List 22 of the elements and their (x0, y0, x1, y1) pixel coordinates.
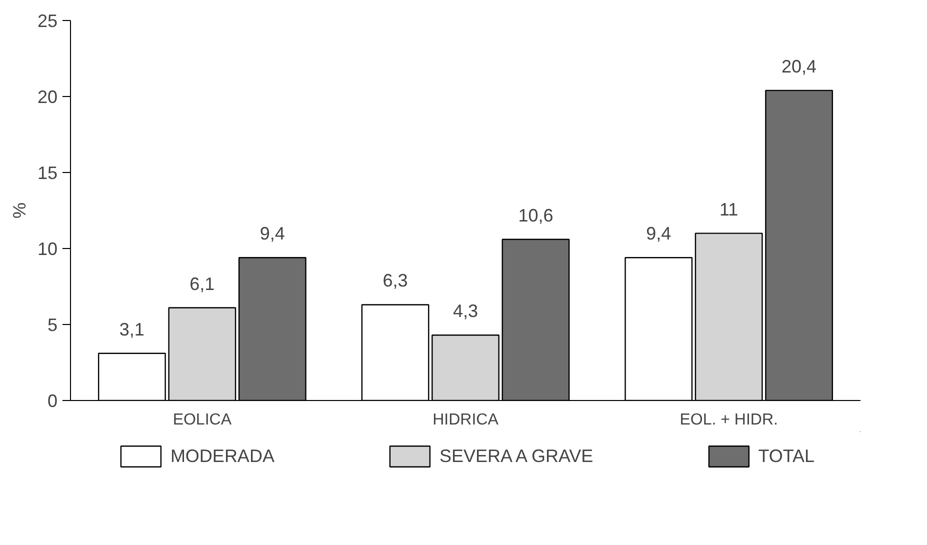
data-label: 9,4 (646, 224, 672, 244)
data-label: 10,6 (518, 205, 554, 226)
x-tick-label: HIDRICA (432, 412, 499, 428)
data-label: 4,3 (452, 301, 478, 322)
legend-label: SEVERA A GRAVE (439, 446, 594, 466)
legend-label: TOTAL (758, 446, 815, 466)
data-label: 6,1 (190, 274, 215, 294)
data-label: 3,1 (119, 319, 144, 340)
legend-label: MODERADA (170, 446, 274, 466)
y-axis-title: % (9, 202, 30, 218)
data-label: 20,4 (782, 56, 817, 76)
y-tick-label: 15 (37, 163, 58, 183)
y-tick-label: 20 (37, 87, 58, 107)
y-tick-label: 25 (37, 11, 58, 31)
y-tick-label: 10 (37, 239, 58, 259)
data-label: 11 (719, 199, 738, 220)
x-tick-label: EOL. + HIDR. (680, 412, 778, 428)
y-tick-label: 0 (47, 391, 58, 411)
y-tick-label: 5 (47, 315, 58, 335)
data-label: 6,3 (382, 270, 408, 291)
x-tick-label: EOLICA (172, 412, 232, 428)
data-label: 9,4 (260, 224, 285, 244)
